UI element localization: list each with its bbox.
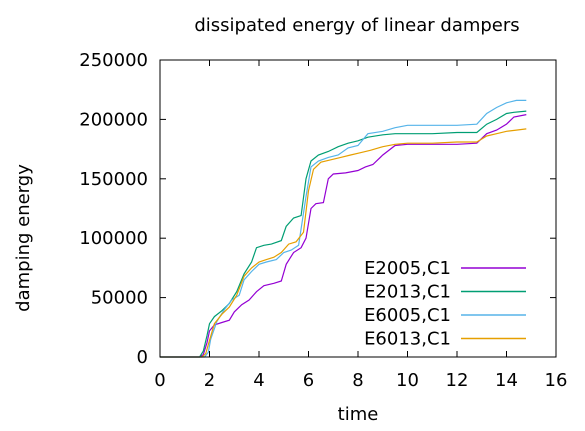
y-tick-label: 250000 — [79, 50, 148, 71]
y-tick-label: 100000 — [79, 228, 148, 249]
series-line-0 — [160, 114, 527, 358]
axis-ticks-layer: 0 2 4 6 8 10 12 14 16 0 50000 100000 150000 200000 250… — [79, 50, 567, 391]
x-tick-label: 2 — [204, 370, 215, 391]
legend-label: E2005,C1 — [364, 258, 451, 279]
x-tick-label: 6 — [303, 370, 314, 391]
x-tick-label: 10 — [396, 370, 419, 391]
series-line-1 — [160, 110, 527, 358]
legend-label: E2013,C1 — [364, 282, 451, 303]
y-tick-label: 0 — [137, 347, 148, 368]
x-tick-label: 0 — [154, 370, 165, 391]
y-tick-label: 50000 — [91, 288, 148, 309]
legend-label: E6013,C1 — [364, 329, 451, 350]
series-line-2 — [160, 99, 527, 358]
y-tick-label: 200000 — [79, 109, 148, 130]
x-tick-label: 4 — [253, 370, 264, 391]
x-tick-label: 14 — [495, 370, 518, 391]
x-axis-label: time — [338, 404, 379, 425]
x-tick-label: 8 — [352, 370, 363, 391]
legend-label: E6005,C1 — [364, 305, 451, 326]
y-tick-label: 150000 — [79, 169, 148, 190]
x-tick-label: 16 — [545, 370, 568, 391]
plot-series-layer — [160, 99, 527, 358]
x-tick-label: 12 — [446, 370, 469, 391]
y-axis-label: damping energy — [13, 164, 34, 312]
chart-title: dissipated energy of linear dampers — [194, 15, 519, 36]
series-line-3 — [160, 128, 527, 358]
